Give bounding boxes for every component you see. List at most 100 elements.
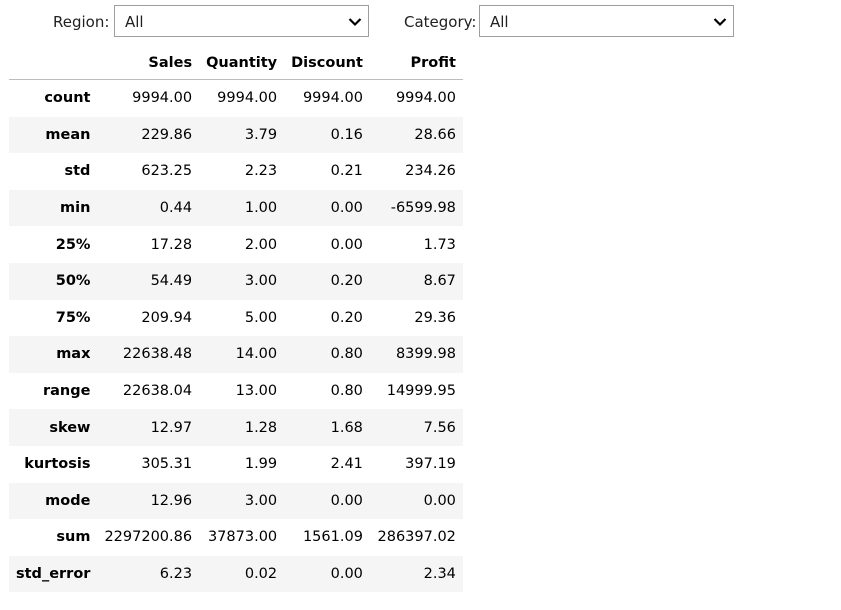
table-cell: 0.02 — [244, 566, 278, 583]
table-cell: 8399.98 — [395, 346, 456, 363]
row-label: std — [64, 163, 91, 180]
table-cell: 1.00 — [244, 200, 278, 217]
table-cell: 1.73 — [423, 236, 456, 253]
table-cell: 623.25 — [141, 163, 193, 180]
table-row: range 22638.04 13.00 0.80 14999.95 — [9, 373, 463, 410]
table-row: min 0.44 1.00 0.00 -6599.98 — [9, 189, 463, 227]
table-cell: 7.56 — [423, 419, 456, 436]
table-cell: 54.49 — [150, 273, 193, 290]
row-label: 75% — [55, 309, 91, 326]
table-cell: 0.00 — [330, 566, 363, 583]
table-row: max 22638.48 14.00 0.80 8399.98 — [9, 336, 463, 373]
table-cell: 3.79 — [244, 126, 278, 143]
chevron-down-icon — [348, 18, 362, 27]
table-cell: 0.80 — [330, 383, 363, 400]
table-cell: 22638.48 — [122, 346, 193, 363]
table-cell: 9994.00 — [395, 90, 456, 107]
row-label: 50% — [55, 273, 91, 290]
table-row: 50% 54.49 3.00 0.20 8.67 — [9, 262, 463, 300]
table-cell: 397.19 — [405, 456, 456, 473]
table-cell: 28.66 — [414, 126, 456, 143]
table-row: 75% 209.94 5.00 0.20 29.36 — [9, 300, 463, 337]
table-cell: 234.26 — [405, 163, 456, 180]
table-cell: 2.34 — [423, 566, 456, 583]
row-label: range — [42, 383, 91, 400]
column-header — [9, 46, 98, 80]
table-cell: 9994.00 — [217, 90, 278, 107]
table-cell: 3.00 — [244, 273, 278, 290]
table-row: std 623.25 2.23 0.21 234.26 — [9, 153, 463, 190]
table-cell: 0.21 — [330, 163, 363, 180]
table-cell: 1.99 — [244, 456, 278, 473]
table-cell: 17.28 — [150, 236, 193, 253]
row-label: 25% — [55, 236, 91, 253]
row-label: mode — [45, 492, 91, 509]
row-label: count — [44, 90, 91, 107]
category-select-value: All — [490, 13, 509, 31]
table-header-row: Sales Quantity Discount Profit — [9, 46, 463, 80]
table-cell: 5.00 — [244, 309, 278, 326]
table-cell: 6.23 — [159, 566, 193, 583]
column-header-quantity: Quantity — [199, 46, 285, 80]
category-label: Category: — [404, 13, 477, 31]
table-cell: 0.20 — [330, 273, 363, 290]
table-cell: 2297200.86 — [104, 529, 193, 546]
table-cell: 9994.00 — [132, 90, 193, 107]
table-row: std_error 6.23 0.02 0.00 2.34 — [9, 555, 463, 593]
table-cell: 0.80 — [330, 346, 363, 363]
table-row: mode 12.96 3.00 0.00 0.00 — [9, 482, 463, 520]
table-cell: 37873.00 — [207, 529, 278, 546]
category-select[interactable]: All — [479, 5, 734, 37]
table-row: mean 229.86 3.79 0.16 28.66 — [9, 116, 463, 154]
table-cell: 0.00 — [330, 200, 363, 217]
describe-stats-table: Sales Quantity Discount Profit count 9994… — [9, 46, 463, 593]
row-label: skew — [49, 419, 91, 436]
region-label: Region: — [53, 13, 110, 31]
column-header-sales: Sales — [97, 46, 200, 80]
table-cell: 0.00 — [330, 236, 363, 253]
row-label: min — [60, 200, 91, 217]
table-cell: 12.97 — [150, 419, 193, 436]
table-cell: 1561.09 — [302, 529, 363, 546]
table-cell: -6599.98 — [390, 200, 456, 217]
table-cell: 14999.95 — [386, 383, 456, 400]
row-label: std_error — [16, 566, 91, 583]
table-cell: 13.00 — [235, 383, 278, 400]
table-cell: 14.00 — [235, 346, 278, 363]
table-cell: 8.67 — [423, 273, 456, 290]
table-cell: 229.86 — [141, 126, 193, 143]
column-header-profit: Profit — [369, 46, 463, 80]
row-label: kurtosis — [24, 456, 91, 473]
table-cell: 1.68 — [330, 419, 363, 436]
table-cell: 286397.02 — [377, 529, 456, 546]
table-cell: 22638.04 — [122, 383, 193, 400]
region-select[interactable]: All — [114, 5, 369, 37]
table-cell: 0.00 — [330, 492, 363, 509]
chevron-down-icon — [713, 18, 727, 27]
table-cell: 2.23 — [244, 163, 278, 180]
row-label: max — [56, 346, 91, 363]
table-row: count 9994.00 9994.00 9994.00 9994.00 — [9, 80, 463, 117]
row-label: sum — [56, 529, 91, 546]
table-row: skew 12.97 1.28 1.68 7.56 — [9, 409, 463, 446]
table-row: sum 2297200.86 37873.00 1561.09 286397.02 — [9, 519, 463, 556]
filter-bar: Region: All Category: All — [0, 5, 841, 39]
table-cell: 9994.00 — [302, 90, 363, 107]
table-cell: 2.41 — [330, 456, 363, 473]
table-cell: 29.36 — [414, 309, 456, 326]
table-cell: 3.00 — [244, 492, 278, 509]
table-cell: 305.31 — [141, 456, 193, 473]
table-cell: 0.16 — [330, 126, 363, 143]
column-header-discount: Discount — [284, 46, 370, 80]
table-row: kurtosis 305.31 1.99 2.41 397.19 — [9, 446, 463, 483]
table-cell: 0.20 — [330, 309, 363, 326]
row-label: mean — [45, 126, 91, 143]
table-cell: 0.00 — [423, 492, 456, 509]
table-cell: 1.28 — [244, 419, 278, 436]
table-cell: 0.44 — [159, 200, 193, 217]
table-cell: 2.00 — [244, 236, 278, 253]
table-row: 25% 17.28 2.00 0.00 1.73 — [9, 226, 463, 263]
table-cell: 209.94 — [141, 309, 193, 326]
table-cell: 12.96 — [150, 492, 193, 509]
region-select-value: All — [125, 13, 144, 31]
